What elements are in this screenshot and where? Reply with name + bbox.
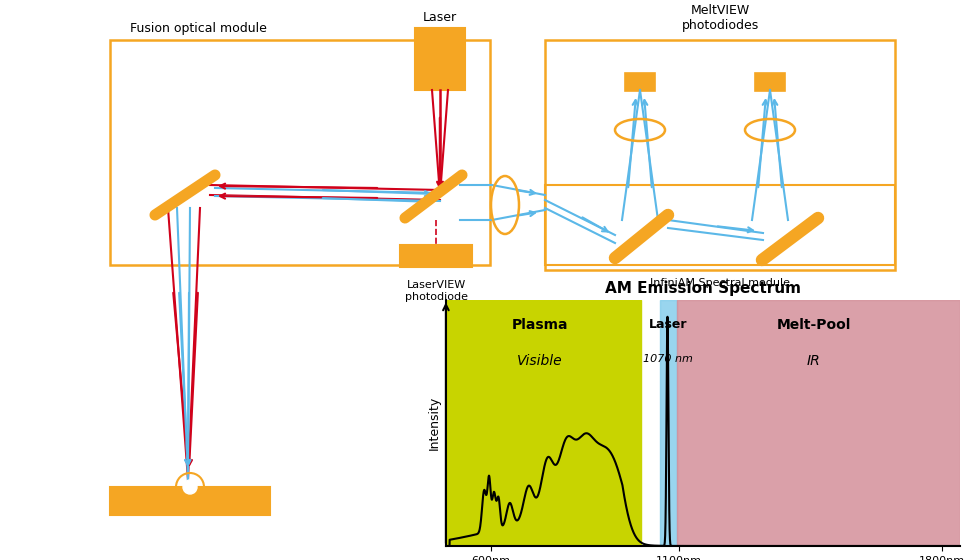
Text: Laser: Laser	[423, 11, 457, 24]
Text: Laser: Laser	[649, 319, 688, 332]
Bar	[110, 487, 270, 515]
Bar	[400, 245, 472, 267]
Text: Plasma: Plasma	[512, 319, 568, 333]
Text: 1070 nm: 1070 nm	[643, 353, 693, 363]
Text: IR: IR	[808, 353, 821, 367]
Bar	[660, 300, 677, 546]
Text: MeltVIEW
photodiodes: MeltVIEW photodiodes	[681, 4, 759, 32]
Bar	[545, 40, 895, 270]
Circle shape	[183, 480, 197, 494]
Bar	[446, 300, 641, 546]
Bar	[677, 300, 960, 546]
Bar	[755, 73, 785, 91]
Text: Fusion optical module: Fusion optical module	[130, 22, 267, 35]
Text: Visible: Visible	[517, 353, 563, 367]
Text: Melt-Pool: Melt-Pool	[777, 319, 851, 333]
Bar	[625, 73, 655, 91]
Bar	[545, 185, 895, 265]
Bar	[415, 28, 465, 90]
Text: InfiniAM Spectral module: InfiniAM Spectral module	[650, 278, 790, 288]
Y-axis label: Intensity: Intensity	[427, 396, 440, 450]
Bar	[110, 40, 490, 265]
Text: LaserVIEW
photodiode: LaserVIEW photodiode	[405, 280, 467, 302]
Title: AM Emission Spectrum: AM Emission Spectrum	[606, 281, 802, 296]
